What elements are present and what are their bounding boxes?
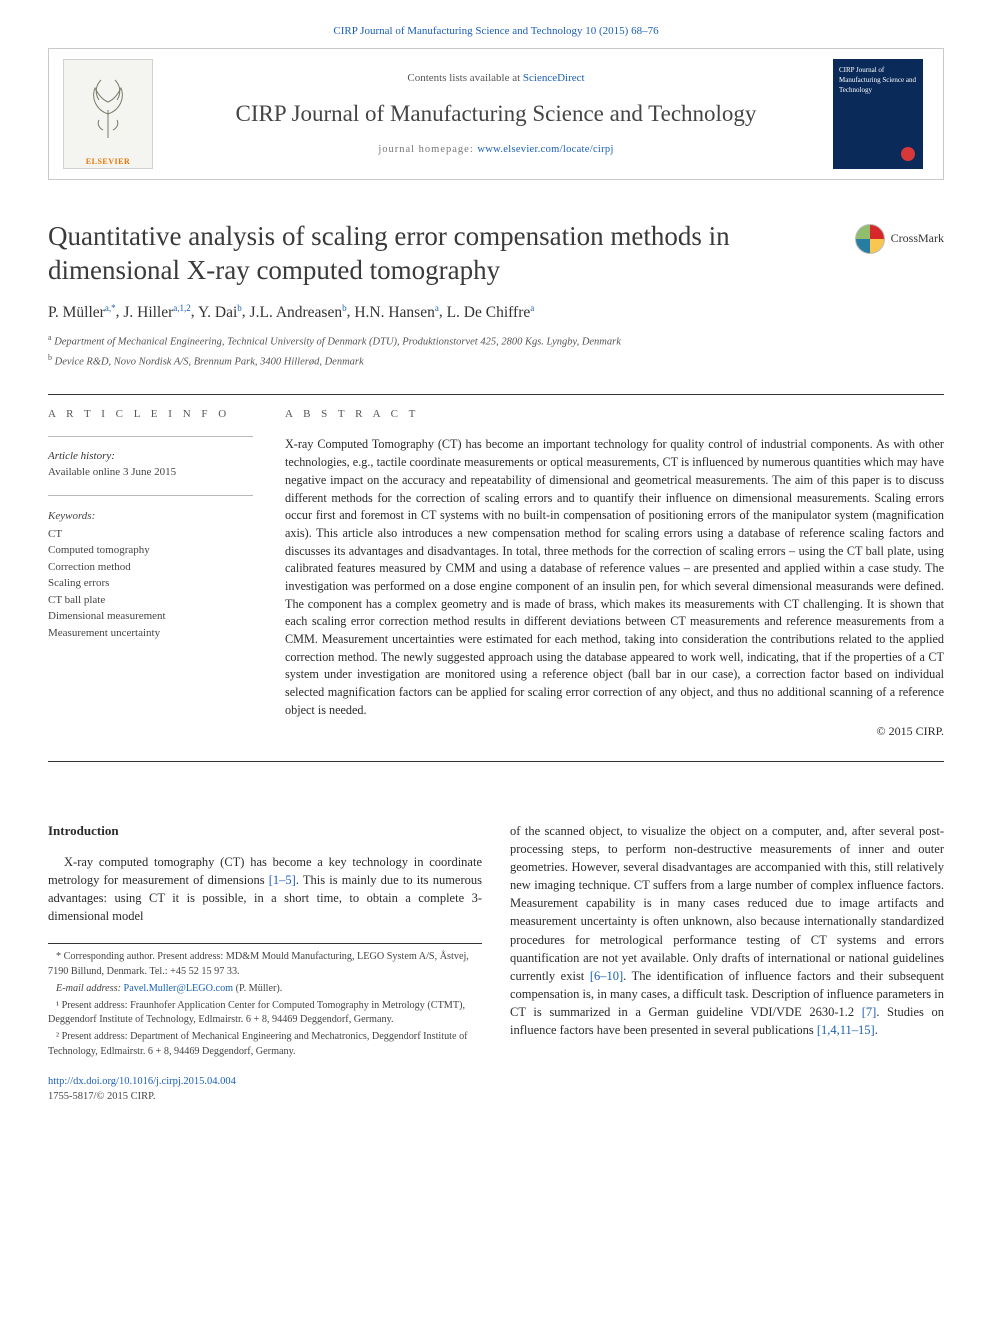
affiliation: a Department of Mechanical Engineering, …	[48, 332, 944, 350]
doi-block: http://dx.doi.org/10.1016/j.cirpj.2015.0…	[48, 1074, 482, 1104]
affiliation: b Device R&D, Novo Nordisk A/S, Brennum …	[48, 352, 944, 370]
tree-icon	[81, 70, 135, 140]
keyword: Correction method	[48, 561, 131, 573]
doi-link[interactable]: http://dx.doi.org/10.1016/j.cirpj.2015.0…	[48, 1076, 236, 1087]
homepage-prefix: journal homepage:	[378, 144, 477, 155]
meta-and-abstract: A R T I C L E I N F O Article history: A…	[48, 407, 944, 741]
contents-line: Contents lists available at ScienceDirec…	[171, 71, 821, 87]
page-root: CIRP Journal of Manufacturing Science an…	[0, 0, 992, 1136]
citation-ref-link[interactable]: [1–5]	[269, 873, 296, 887]
history-text: Available online 3 June 2015	[48, 465, 253, 481]
journal-cover-thumbnail: CIRP Journal of Manufacturing Science an…	[833, 59, 923, 169]
cover-title-text: CIRP Journal of Manufacturing Science an…	[839, 66, 916, 94]
author: P. Müllera,*	[48, 304, 116, 321]
author-email-link[interactable]: Pavel.Muller@LEGO.com	[124, 983, 234, 994]
keyword: CT	[48, 528, 62, 540]
keyword: Scaling errors	[48, 577, 109, 589]
affiliation-text: Device R&D, Novo Nordisk A/S, Brennum Pa…	[55, 356, 364, 367]
cover-ornament-icon	[901, 147, 915, 161]
footnote-2: ² Present address: Department of Mechani…	[48, 1030, 482, 1060]
publisher-logo-text: ELSEVIER	[86, 156, 130, 168]
citation-link[interactable]: CIRP Journal of Manufacturing Science an…	[333, 25, 658, 37]
article-history: Article history: Available online 3 June…	[48, 449, 253, 481]
publisher-logo: ELSEVIER	[63, 59, 153, 169]
journal-name: CIRP Journal of Manufacturing Science an…	[171, 97, 821, 130]
rule-top	[48, 394, 944, 395]
footnote-1: ¹ Present address: Fraunhofer Applicatio…	[48, 999, 482, 1029]
journal-masthead: ELSEVIER Contents lists available at Sci…	[48, 48, 944, 180]
keywords-block: Keywords: CT Computed tomography Correct…	[48, 508, 253, 641]
rule-meta-2	[48, 495, 253, 496]
body-columns: Introduction X-ray computed tomography (…	[48, 822, 944, 1104]
crossmark-label: CrossMark	[891, 230, 944, 247]
section-heading-introduction: Introduction	[48, 822, 482, 841]
author: Y. Daib	[198, 304, 242, 321]
footnotes-block: * Corresponding author. Present address:…	[48, 943, 482, 1059]
history-heading: Article history:	[48, 449, 253, 465]
article-header: CrossMark Quantitative analysis of scali…	[48, 220, 944, 370]
journal-homepage-link[interactable]: www.elsevier.com/locate/cirpj	[477, 144, 613, 155]
article-title: Quantitative analysis of scaling error c…	[48, 220, 808, 288]
abstract-label: A B S T R A C T	[285, 407, 944, 423]
body-paragraph: of the scanned object, to visualize the …	[510, 822, 944, 1040]
abstract-text: X-ray Computed Tomography (CT) has becom…	[285, 436, 944, 719]
email-line: E-mail address: Pavel.Muller@LEGO.com (P…	[48, 982, 482, 997]
affiliation-text: Department of Mechanical Engineering, Te…	[54, 337, 621, 348]
contents-prefix: Contents lists available at	[407, 72, 522, 84]
citation-ref-link[interactable]: [7]	[862, 1005, 877, 1019]
keyword: Dimensional measurement	[48, 610, 166, 622]
author: H.N. Hansena	[354, 304, 439, 321]
author: J. Hillera,1,2	[123, 304, 190, 321]
corresponding-author-note: * Corresponding author. Present address:…	[48, 950, 482, 980]
keywords-heading: Keywords:	[48, 508, 253, 525]
author: J.L. Andreasenb	[250, 304, 347, 321]
sciencedirect-link[interactable]: ScienceDirect	[523, 72, 585, 84]
running-citation: CIRP Journal of Manufacturing Science an…	[48, 24, 944, 40]
masthead-center: Contents lists available at ScienceDirec…	[171, 71, 821, 158]
crossmark-icon	[855, 224, 885, 254]
abstract-copyright: © 2015 CIRP.	[285, 723, 944, 740]
body-paragraph: X-ray computed tomography (CT) has becom…	[48, 853, 482, 926]
keyword: Computed tomography	[48, 544, 150, 556]
keyword: CT ball plate	[48, 594, 105, 606]
abstract-column: A B S T R A C T X-ray Computed Tomograph…	[285, 407, 944, 741]
article-info-column: A R T I C L E I N F O Article history: A…	[48, 407, 253, 741]
crossmark-badge[interactable]: CrossMark	[855, 224, 944, 254]
citation-ref-link[interactable]: [1,4,11–15]	[817, 1023, 875, 1037]
rule-meta-1	[48, 436, 253, 437]
rule-bottom	[48, 761, 944, 762]
keyword: Measurement uncertainty	[48, 627, 160, 639]
author: L. De Chiffrea	[447, 304, 535, 321]
homepage-line: journal homepage: www.elsevier.com/locat…	[171, 142, 821, 157]
citation-ref-link[interactable]: [6–10]	[590, 969, 623, 983]
issn-copyright: 1755-5817/© 2015 CIRP.	[48, 1091, 155, 1102]
author-list: P. Müllera,*, J. Hillera,1,2, Y. Daib, J…	[48, 301, 944, 324]
article-info-label: A R T I C L E I N F O	[48, 407, 253, 423]
